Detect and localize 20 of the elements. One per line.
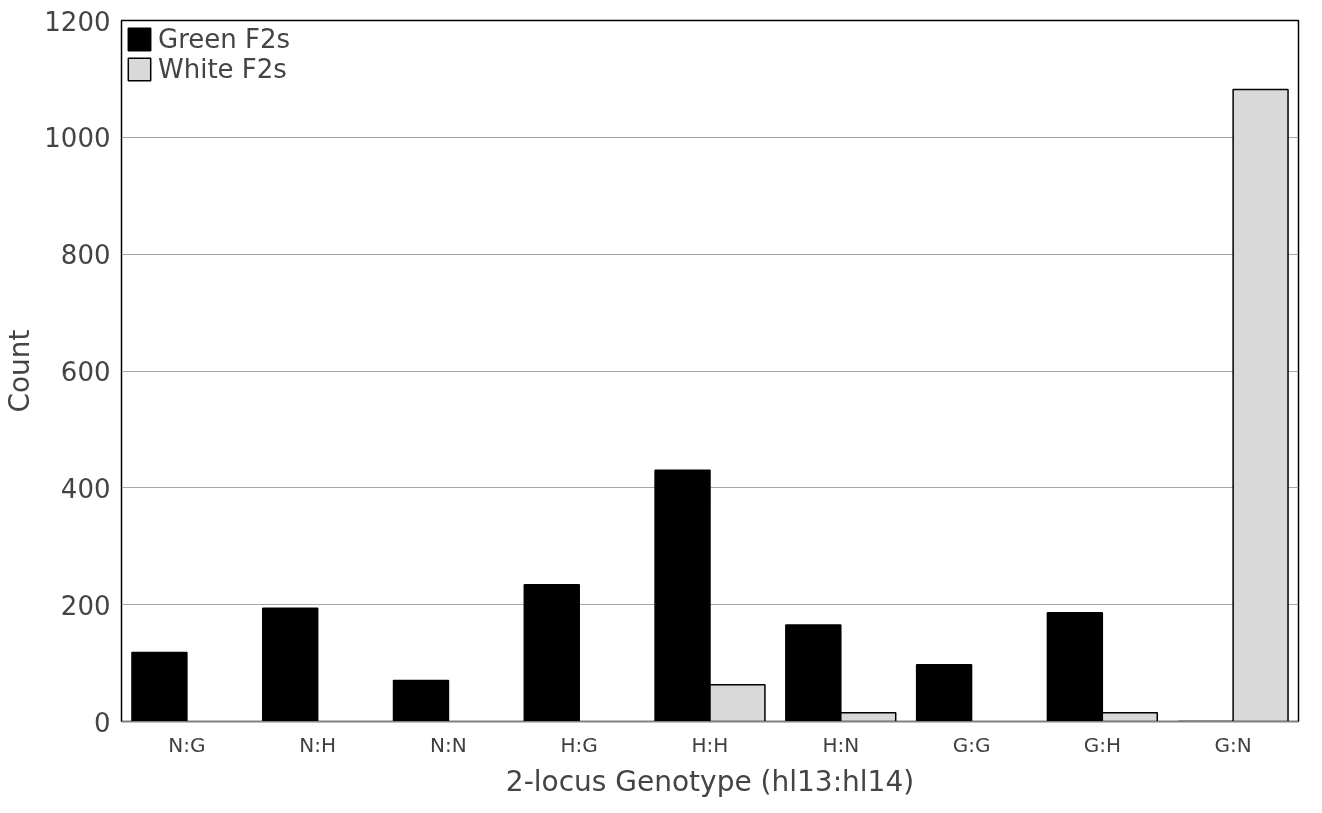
legend-label: Green F2s bbox=[158, 24, 291, 54]
x-tick-label: N:N bbox=[430, 732, 467, 757]
x-axis-title: 2-locus Genotype (hl13:hl14) bbox=[505, 764, 915, 798]
y-tick-label: 0 bbox=[93, 707, 111, 738]
x-tick-label: N:H bbox=[299, 732, 337, 757]
x-tick-label: H:H bbox=[691, 732, 729, 757]
y-tick-label: 1000 bbox=[44, 123, 111, 154]
y-axis-title: Count bbox=[3, 329, 37, 413]
y-tick-label: 800 bbox=[60, 240, 111, 271]
legend-label: White F2s bbox=[158, 54, 287, 84]
x-tick-label: N:G bbox=[168, 732, 206, 757]
x-tick-label: H:N bbox=[822, 732, 860, 757]
x-tick-label: G:N bbox=[1214, 732, 1252, 757]
y-tick-label: 200 bbox=[60, 590, 111, 621]
x-tick-label: H:G bbox=[560, 732, 598, 757]
x-tick-label: G:H bbox=[1083, 732, 1121, 757]
y-tick-label: 400 bbox=[60, 473, 111, 504]
x-tick-label: G:G bbox=[952, 732, 991, 757]
y-tick-label: 1200 bbox=[44, 6, 111, 37]
y-tick-label: 600 bbox=[60, 357, 111, 387]
